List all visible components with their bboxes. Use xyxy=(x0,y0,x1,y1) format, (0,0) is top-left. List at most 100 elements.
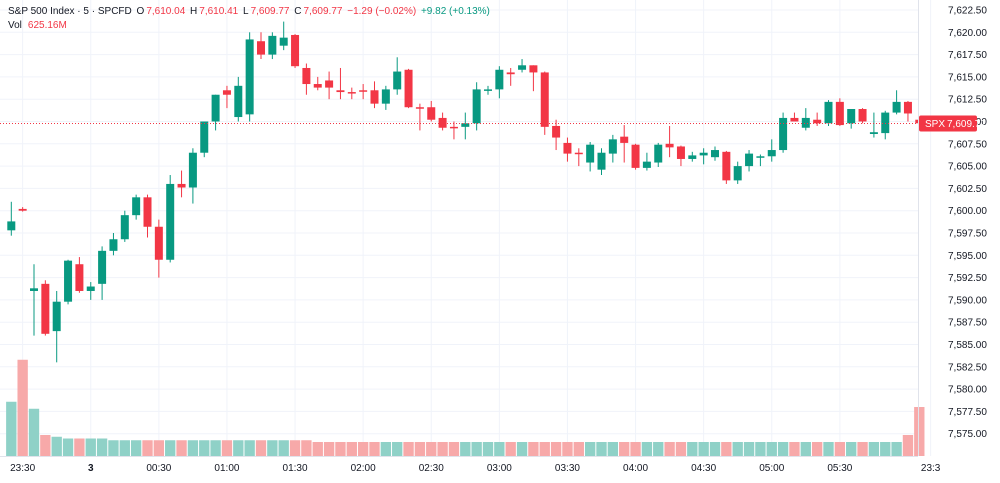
x-tick-label: 05:30 xyxy=(827,463,852,474)
candle-body xyxy=(393,71,402,90)
x-tick-label: 00:30 xyxy=(146,463,171,474)
candle-body xyxy=(291,34,300,67)
candle xyxy=(472,82,481,131)
candle-body xyxy=(586,144,595,163)
volume-bar xyxy=(267,440,278,456)
candle-body xyxy=(472,89,481,124)
volume-bar xyxy=(789,442,800,456)
volume-bar xyxy=(664,442,675,456)
volume-bar xyxy=(653,442,664,456)
candle xyxy=(631,143,640,170)
candle xyxy=(461,112,470,140)
candle xyxy=(75,257,84,293)
candle xyxy=(18,207,27,212)
volume-bar xyxy=(550,442,562,456)
candle-body xyxy=(790,117,799,122)
candle xyxy=(903,100,912,122)
candle-body xyxy=(518,65,527,70)
candle-body xyxy=(574,152,583,155)
y-tick-label: 7,590.00 xyxy=(948,295,987,306)
candle-body xyxy=(711,150,719,158)
volume-bar xyxy=(516,442,528,456)
candle xyxy=(688,151,697,162)
volume-bar xyxy=(96,438,108,456)
y-tick-label: 7,617.50 xyxy=(948,50,987,61)
candle-body xyxy=(166,183,175,260)
candle xyxy=(563,137,572,162)
volume-bar xyxy=(6,401,17,456)
candle-body xyxy=(313,84,322,88)
y-tick-label: 7,577.50 xyxy=(948,407,987,418)
candle-body xyxy=(427,107,436,120)
candle-body xyxy=(41,283,50,334)
candle-body xyxy=(858,109,867,122)
volume-bar xyxy=(914,407,925,456)
volume-bar xyxy=(573,442,584,456)
volume-bar xyxy=(244,440,255,456)
candle xyxy=(438,112,447,131)
y-tick-label: 7,607.50 xyxy=(948,139,987,150)
candle-body xyxy=(143,197,152,227)
candle xyxy=(41,280,50,336)
candle-body xyxy=(813,119,822,124)
candle xyxy=(574,148,583,167)
volume-bar xyxy=(596,442,607,456)
candle-body xyxy=(631,144,640,168)
candle xyxy=(801,108,810,131)
volume-bar xyxy=(857,442,868,456)
candle-body xyxy=(699,152,708,156)
volume-bar xyxy=(85,438,96,456)
candle xyxy=(154,219,163,278)
volume-bar xyxy=(460,442,471,456)
candle xyxy=(245,32,254,122)
candle-body xyxy=(52,301,61,332)
candle-body xyxy=(257,41,265,55)
x-tick-label: 04:30 xyxy=(691,463,716,474)
candle xyxy=(813,112,822,126)
candle xyxy=(427,100,436,122)
candle xyxy=(222,85,231,109)
candle-body xyxy=(381,89,390,104)
candle-body xyxy=(722,151,731,181)
candle-body xyxy=(109,239,118,251)
volume-bar xyxy=(323,442,335,456)
volume-bar xyxy=(494,442,505,456)
candle xyxy=(835,98,844,126)
volume-bar xyxy=(142,440,153,456)
candle-body xyxy=(597,152,606,170)
candle-body xyxy=(177,183,186,188)
symbol-title[interactable]: S&P 500 Index · 5 · SPCFD xyxy=(8,6,132,17)
x-axis: 23:30 3 00:30 01:00 01:30 02:00 02:30 03:00 03:3… xyxy=(10,463,941,474)
volume-bar xyxy=(199,440,210,456)
candle-body xyxy=(370,90,379,104)
volume-bar xyxy=(17,359,28,456)
y-tick-label: 7,602.50 xyxy=(948,184,987,195)
change-value: −1.29 (−0.02%) xyxy=(347,6,417,17)
candle-body xyxy=(540,72,549,127)
candle-body xyxy=(892,101,901,113)
low-value: 7,609.77 xyxy=(250,6,290,17)
candle-body xyxy=(404,69,413,108)
volume-bar xyxy=(823,442,834,456)
candle xyxy=(608,134,617,163)
y-tick-label: 7,582.50 xyxy=(948,362,987,373)
candle-body xyxy=(563,142,572,154)
candle xyxy=(518,59,527,73)
candle xyxy=(540,71,549,135)
volume-bar xyxy=(607,442,619,456)
candle-body xyxy=(18,208,27,211)
candle-body xyxy=(484,89,492,91)
candle xyxy=(257,32,265,60)
volume-bar xyxy=(675,442,687,456)
candle xyxy=(393,57,402,95)
candle-body xyxy=(279,37,288,46)
open-value: 7,610.04 xyxy=(146,6,186,17)
candle xyxy=(892,90,901,115)
volume-bar xyxy=(278,440,289,456)
candle xyxy=(711,146,719,161)
volume-bar xyxy=(743,442,755,456)
candle-body xyxy=(302,67,311,85)
candle xyxy=(495,66,504,99)
candle-body xyxy=(347,92,356,94)
